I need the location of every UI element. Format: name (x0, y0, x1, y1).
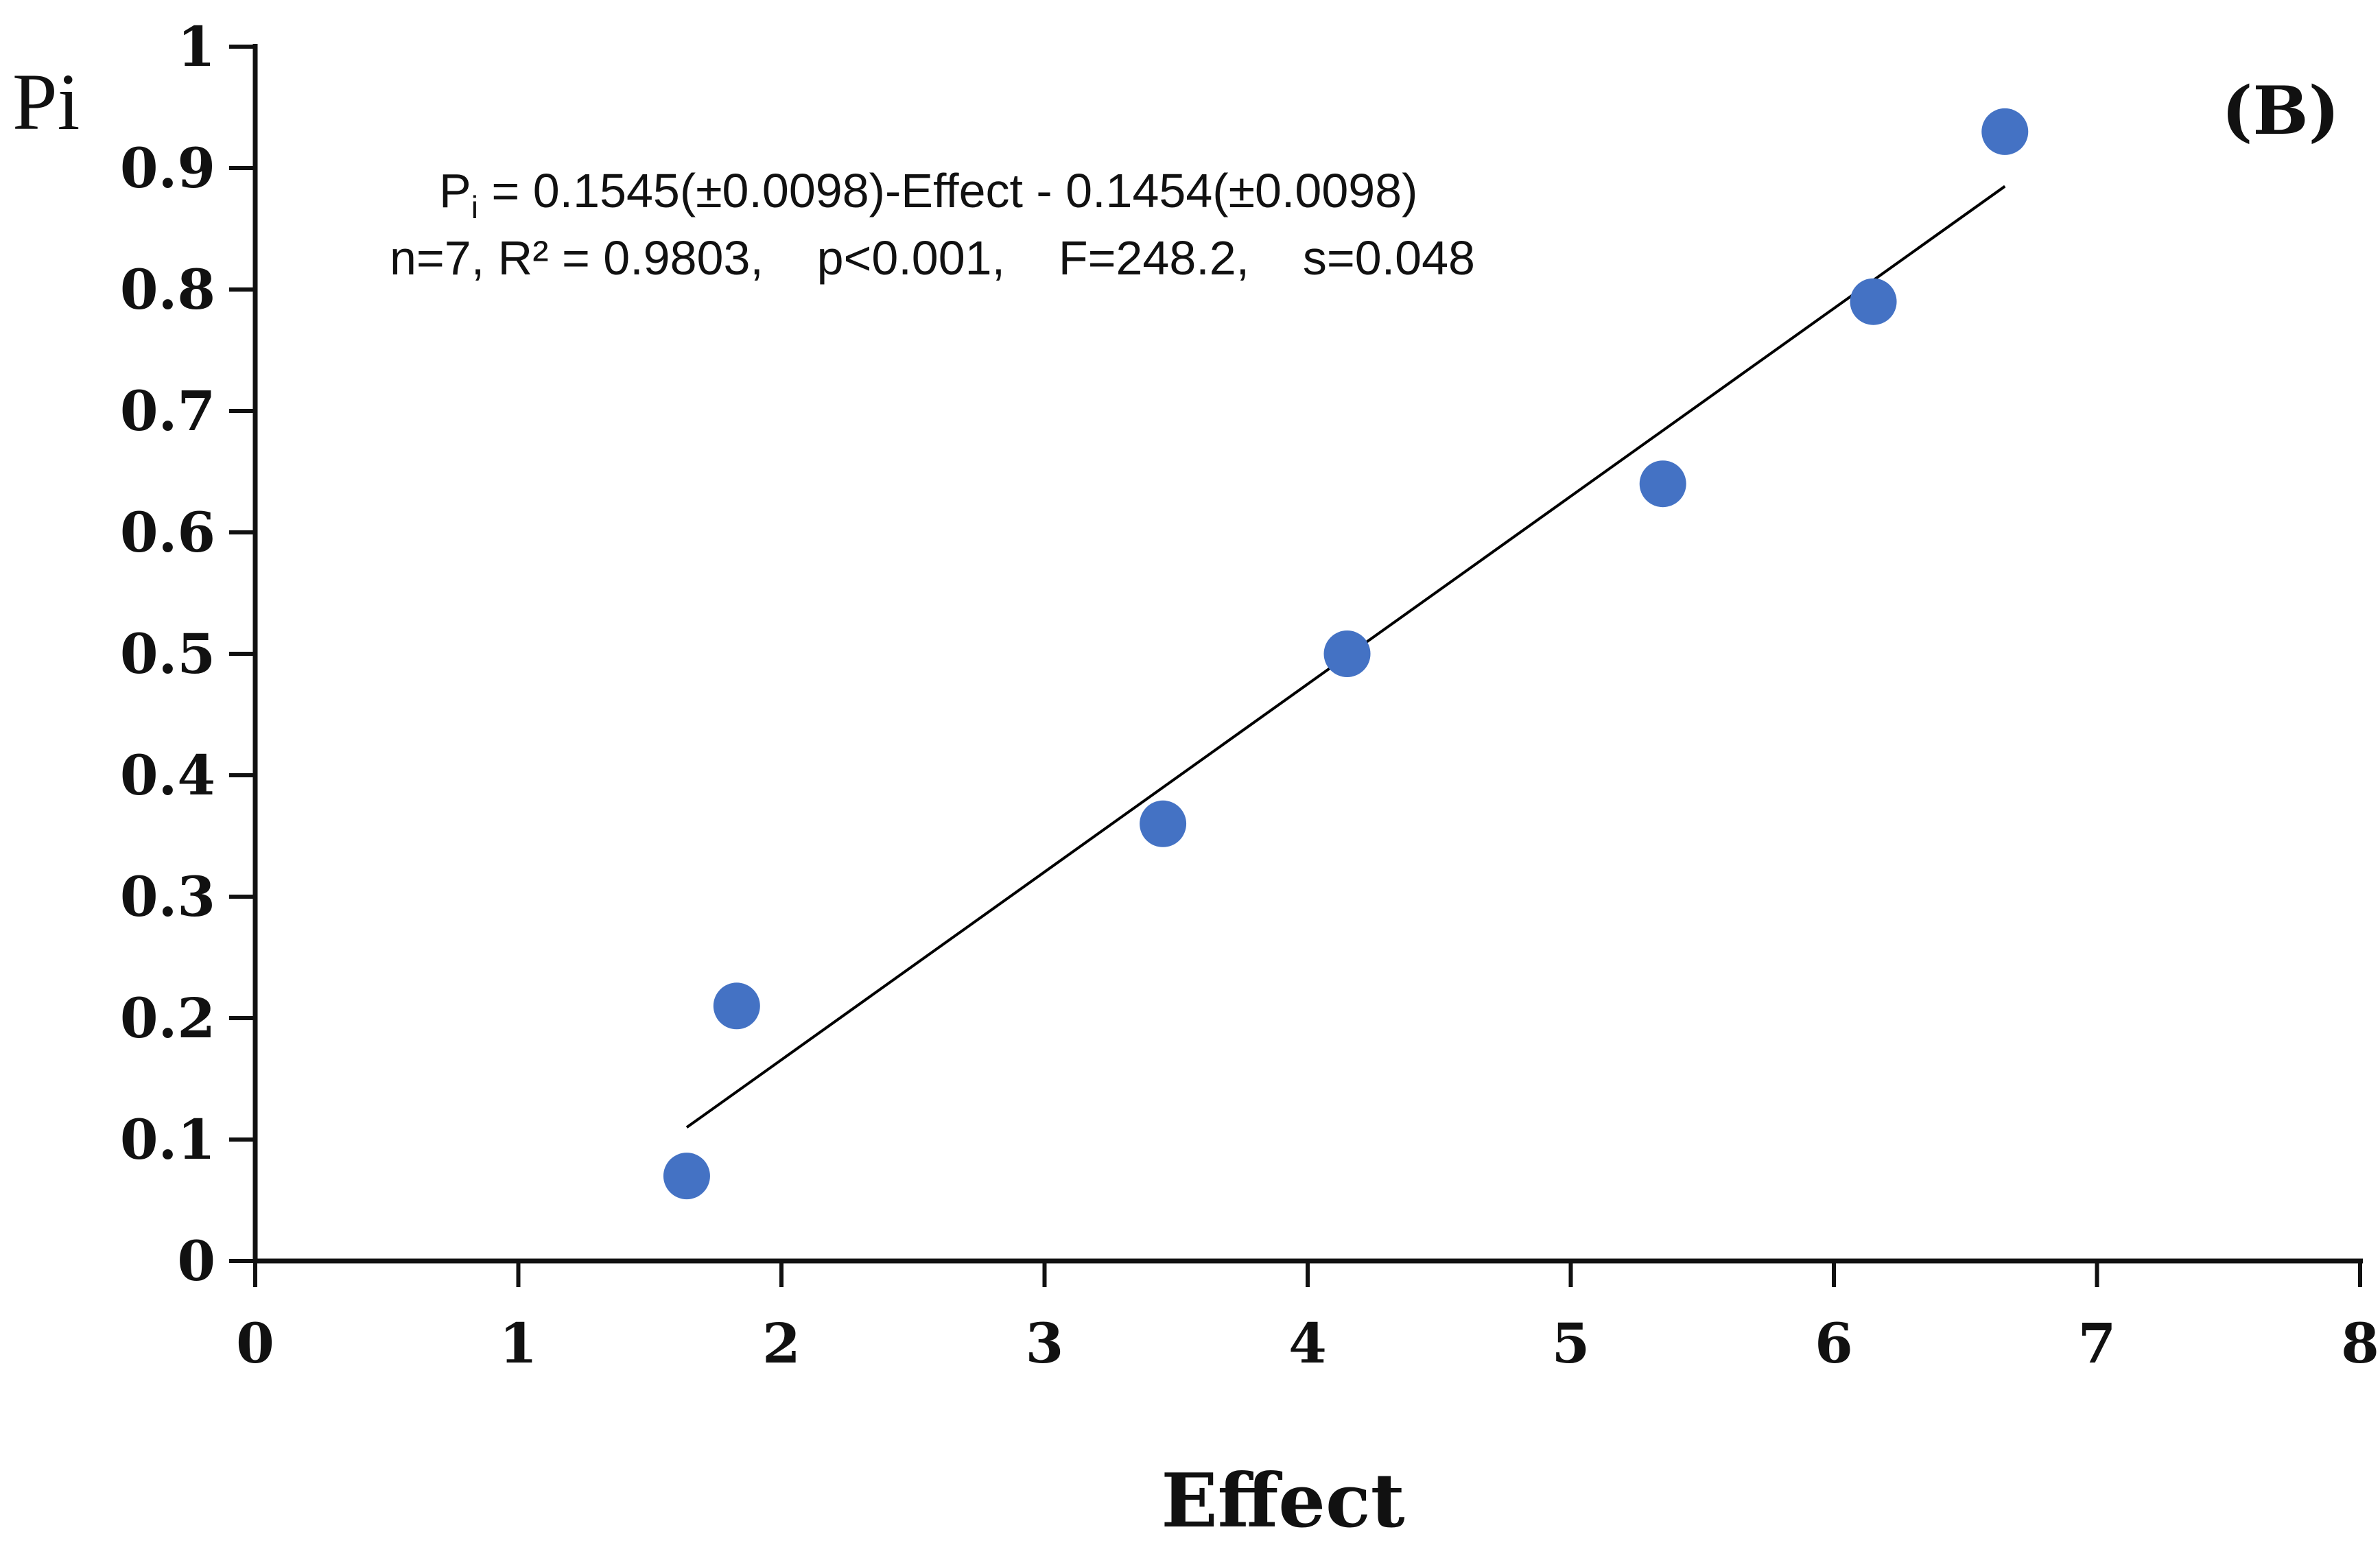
x-tick-label: 0 (236, 1311, 274, 1376)
y-tick-label: 0.5 (120, 622, 215, 686)
x-tick-label: 8 (2341, 1311, 2379, 1376)
y-tick-label: 0.9 (120, 136, 215, 200)
y-tick-label: 0 (177, 1229, 215, 1293)
x-tick-label: 2 (762, 1311, 801, 1376)
data-point (713, 982, 760, 1030)
y-tick-label: 0.7 (120, 379, 215, 443)
regression-equation: Pi = 0.1545(±0.0098)-Effect - 0.1454(±0.… (439, 164, 1417, 225)
x-tick-label: 7 (2078, 1311, 2117, 1376)
x-tick-label: 1 (499, 1311, 538, 1376)
x-tick-label: 4 (1288, 1311, 1327, 1376)
data-point (663, 1153, 710, 1200)
y-tick-label: 0.1 (120, 1107, 215, 1172)
x-tick-label: 3 (1026, 1311, 1064, 1376)
x-axis-title: Effect (1161, 1458, 1404, 1544)
y-tick-label: 0.6 (120, 500, 215, 565)
y-tick-label: 0.8 (120, 257, 215, 322)
data-point (1639, 460, 1686, 508)
x-tick-label: 6 (1815, 1311, 1853, 1376)
equation-p: P (439, 164, 471, 217)
equation-subscript: i (471, 189, 478, 225)
data-point (1140, 800, 1187, 847)
data-points (663, 108, 2029, 1200)
y-axis-title: Pi (12, 57, 80, 147)
x-axis-ticks: 0 1 2 3 4 5 6 7 8 (236, 1261, 2379, 1376)
regression-statistics: n=7, R² = 0.9803, p<0.001, F=248.2, s=0.… (390, 231, 1475, 285)
data-point (1981, 108, 2029, 155)
equation-body: = 0.1545(±0.0098)-Effect - 0.1454(±0.009… (478, 164, 1417, 217)
data-point (1850, 278, 1897, 325)
y-tick-label: 1 (177, 14, 215, 79)
y-tick-label: 0.4 (120, 743, 215, 807)
y-tick-label: 0.3 (120, 864, 215, 929)
panel-label: (B) (2222, 72, 2340, 150)
y-axis-ticks: 0 0.1 0.2 0.3 0.4 0.5 0.6 0.7 0.8 0.9 1 (120, 14, 255, 1293)
x-tick-label: 5 (1552, 1311, 1590, 1376)
data-point (1323, 630, 1371, 677)
y-tick-label: 0.2 (120, 986, 215, 1050)
